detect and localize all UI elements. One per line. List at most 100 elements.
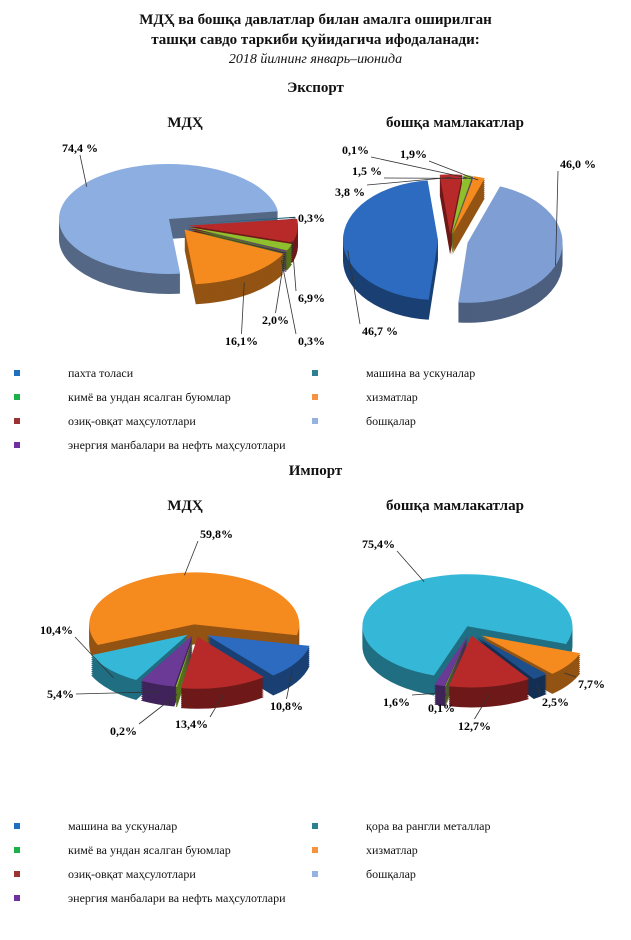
data-label: 16,1% bbox=[225, 334, 258, 348]
pie-slice-side bbox=[452, 186, 485, 245]
pie-slice bbox=[187, 227, 287, 252]
title-line-1: МДҲ ва бошқа давлатлар билан амалга ошир… bbox=[139, 12, 492, 28]
leader-line bbox=[75, 691, 159, 695]
pie-slice bbox=[180, 636, 264, 689]
pie-slice bbox=[434, 635, 468, 687]
chart-title-export-other: бошқа мамлакатлар bbox=[386, 115, 524, 131]
legend-label: кимё ва ундан ясалган буюмлар bbox=[68, 843, 231, 857]
pie-slice bbox=[343, 180, 439, 300]
legend-label: қора ва рангли металлар bbox=[366, 819, 491, 833]
leader-line bbox=[474, 693, 490, 720]
pie-slice-side bbox=[452, 190, 485, 249]
legend-label: машина ва ускуналар bbox=[366, 366, 476, 380]
legend-swatch bbox=[14, 847, 20, 853]
data-label: 2,5% bbox=[542, 695, 569, 709]
legend-swatch bbox=[14, 418, 20, 424]
leader-line bbox=[428, 160, 479, 181]
pie-slice bbox=[451, 176, 474, 235]
pie-slice bbox=[362, 574, 573, 676]
data-label: 10,8% bbox=[270, 699, 303, 713]
legend-swatch bbox=[14, 394, 20, 400]
data-label: 13,4% bbox=[175, 717, 208, 731]
data-label: 10,4% bbox=[40, 623, 73, 637]
legend-swatch bbox=[14, 823, 20, 829]
leader-line bbox=[347, 250, 361, 325]
legend-swatch bbox=[14, 370, 20, 376]
data-label: 0,2% bbox=[110, 724, 137, 738]
pie-slice bbox=[458, 186, 563, 303]
pie-slice-side bbox=[452, 192, 485, 251]
pie-slice-side bbox=[452, 194, 485, 253]
legend-label: машина ва ускуналар bbox=[68, 819, 178, 833]
leader-line bbox=[281, 259, 297, 335]
pie-slice-side bbox=[452, 196, 485, 255]
title-line-2: ташқи савдо таркиби қуйидагича ифодалана… bbox=[151, 32, 480, 48]
pie-slice-side bbox=[452, 188, 485, 247]
leader-line bbox=[286, 670, 293, 700]
legend-swatch bbox=[312, 847, 318, 853]
chart-title-import-cis: МДҲ bbox=[167, 498, 203, 514]
data-label: 1,9% bbox=[400, 147, 427, 161]
data-label: 75,4% bbox=[362, 537, 395, 551]
legend-label: озиқ-овқат маҳсулотлари bbox=[68, 867, 196, 881]
data-label: 46,0 % bbox=[560, 157, 596, 171]
pie-slice bbox=[444, 635, 469, 687]
leader-line bbox=[74, 636, 114, 679]
leader-line bbox=[291, 240, 297, 292]
pie-slice bbox=[91, 634, 188, 681]
data-label: 2,0% bbox=[262, 313, 289, 327]
legend-label: энергия манбалари ва нефть маҳсулотлари bbox=[68, 438, 286, 452]
legend-label: бошқалар bbox=[366, 867, 416, 881]
leader-line bbox=[441, 693, 447, 702]
pie-slice bbox=[187, 227, 293, 251]
pie-slice bbox=[451, 174, 473, 235]
pie-slice bbox=[448, 635, 530, 688]
leader-line bbox=[79, 154, 88, 187]
leader-line bbox=[275, 256, 286, 314]
pie-slice bbox=[187, 218, 298, 243]
leader-line bbox=[564, 672, 577, 678]
data-label: 12,7% bbox=[458, 719, 491, 733]
pie-slice-side bbox=[452, 184, 485, 243]
chart-title-import-other: бошқа мамлакатлар bbox=[386, 498, 524, 514]
data-label: 5,4% bbox=[47, 687, 74, 701]
pie-slice bbox=[206, 635, 310, 676]
leader-line bbox=[366, 177, 451, 186]
leader-line bbox=[209, 694, 224, 718]
legend-swatch bbox=[312, 823, 318, 829]
pie-slice-side bbox=[452, 178, 485, 237]
data-label: 1,5 % bbox=[352, 164, 382, 178]
leader-line bbox=[536, 684, 541, 696]
data-label: 0,1% bbox=[342, 143, 369, 157]
pie-slice bbox=[481, 635, 581, 674]
leader-line bbox=[184, 540, 199, 576]
chart-title-export-cis: МДҲ bbox=[167, 115, 203, 131]
data-label: 3,8 % bbox=[335, 185, 365, 199]
pie-slice-side bbox=[444, 637, 469, 689]
data-label: 74,4 % bbox=[62, 141, 98, 155]
legend-swatch bbox=[14, 442, 20, 448]
subtitle: 2018 йилнинг январь–июнида bbox=[228, 52, 403, 67]
legend-label: кимё ва ундан ясалган буюмлар bbox=[68, 390, 231, 404]
pie-slice bbox=[476, 635, 547, 680]
legend-label: энергия манбалари ва нефть маҳсулотлари bbox=[68, 891, 286, 905]
pie-slice bbox=[140, 635, 193, 687]
data-label: 6,9% bbox=[298, 291, 325, 305]
import-heading: Импорт bbox=[288, 463, 343, 479]
data-label: 0,3% bbox=[298, 334, 325, 348]
pie-slice-side bbox=[452, 182, 485, 241]
legend-swatch bbox=[312, 871, 318, 877]
pie-slice bbox=[185, 216, 296, 225]
pie-slice bbox=[89, 572, 300, 645]
data-label: 46,7 % bbox=[362, 324, 398, 338]
pie-slice bbox=[175, 635, 194, 687]
data-label: 59,8% bbox=[200, 527, 233, 541]
data-label: 0,1% bbox=[428, 701, 455, 715]
export-heading: Экспорт bbox=[287, 80, 344, 96]
pie-slice-side bbox=[444, 641, 469, 693]
leader-line bbox=[370, 156, 473, 180]
pie-slice-side bbox=[444, 639, 469, 691]
leader-line bbox=[555, 170, 559, 266]
